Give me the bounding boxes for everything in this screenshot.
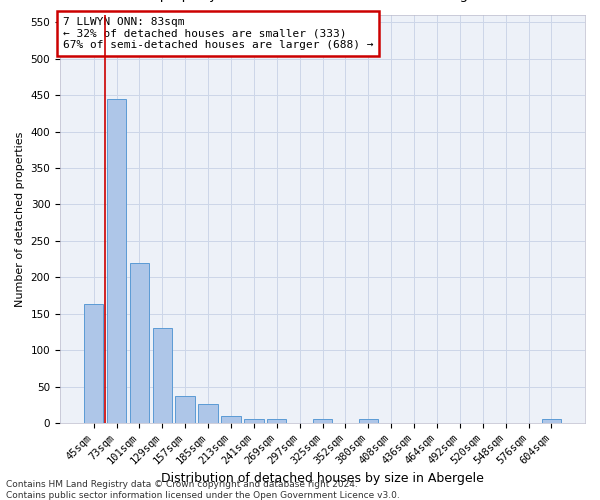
- X-axis label: Distribution of detached houses by size in Abergele: Distribution of detached houses by size …: [161, 472, 484, 485]
- Text: Size of property relative to detached houses in Abergele: Size of property relative to detached ho…: [112, 0, 488, 2]
- Bar: [267, 420, 286, 423]
- Bar: [313, 420, 332, 423]
- Bar: [244, 420, 263, 423]
- Bar: [130, 263, 149, 423]
- Bar: [359, 420, 378, 423]
- Bar: [199, 404, 218, 423]
- Text: 7 LLWYN ONN: 83sqm
← 32% of detached houses are smaller (333)
67% of semi-detach: 7 LLWYN ONN: 83sqm ← 32% of detached hou…: [62, 17, 373, 50]
- Y-axis label: Number of detached properties: Number of detached properties: [15, 132, 25, 307]
- Bar: [107, 99, 126, 423]
- Bar: [542, 420, 561, 423]
- Text: Contains HM Land Registry data © Crown copyright and database right 2024.
Contai: Contains HM Land Registry data © Crown c…: [6, 480, 400, 500]
- Bar: [175, 396, 195, 423]
- Bar: [84, 304, 103, 423]
- Bar: [152, 328, 172, 423]
- Bar: [221, 416, 241, 423]
